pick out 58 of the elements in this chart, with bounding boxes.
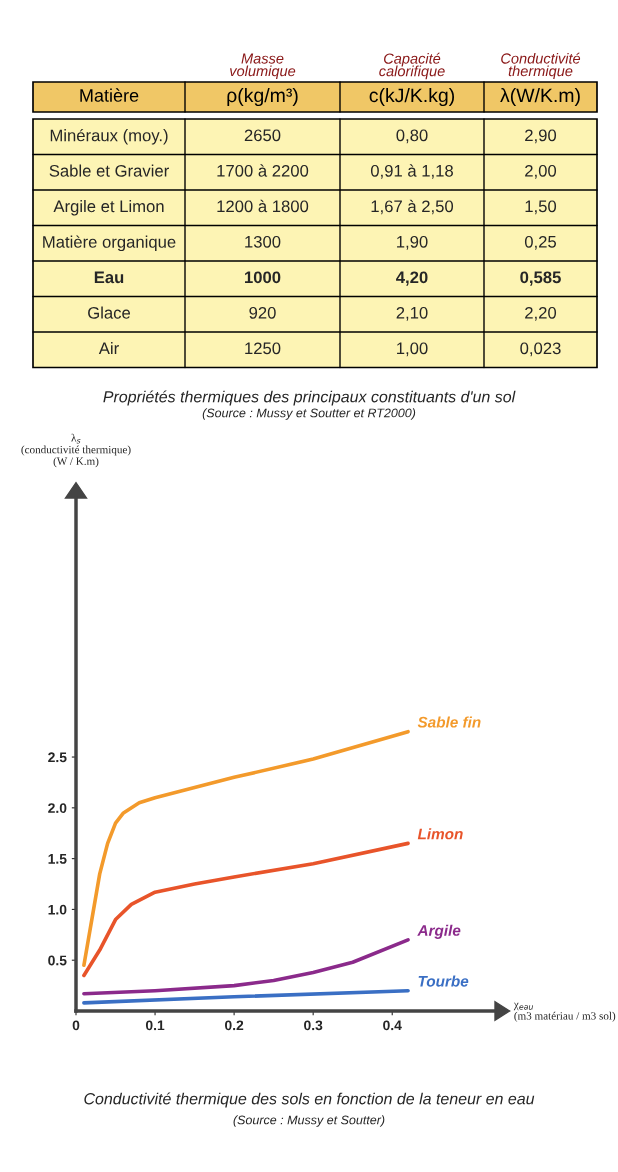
text: 1,90 (397, 235, 428, 250)
text: 1,67 à 2,50 (371, 199, 454, 215)
text: 2,00 (525, 164, 557, 179)
text: 1,50 (525, 200, 557, 215)
y-tick-label: 2.5 (48, 752, 67, 763)
text: 0,91 à 1,18 (370, 164, 453, 179)
text: (Source : Mussy et Soutter et RT2000) (202, 408, 416, 420)
y-tick-label: 2.0 (48, 803, 67, 813)
y-tick-label: 1.0 (48, 904, 67, 915)
text: Masse volumique (230, 53, 296, 80)
text: 1250 (245, 342, 281, 355)
text: 1,00 (397, 342, 428, 357)
text: Matière (80, 88, 139, 102)
text: 0,585 (520, 271, 561, 286)
text: 920 (249, 306, 276, 319)
x-tick-label: 0.3 (304, 1020, 323, 1031)
text: Air (98, 341, 119, 355)
text: 1000 (245, 271, 281, 284)
x-tick-label: 0 (72, 1020, 80, 1031)
text: λ(W/K.m) (500, 87, 580, 107)
x-tick-label: 0.4 (383, 1020, 402, 1031)
text: Matière organique (43, 235, 176, 252)
text: Conductivité thermique des sols en fonction de la teneur en eau (84, 1092, 535, 1108)
series-label: Sable fin (417, 716, 481, 728)
x-tick-label: 0.1 (145, 1020, 165, 1031)
y-tick-label: 1.5 (48, 854, 67, 864)
text: 2,20 (525, 306, 557, 321)
line-series (82, 938, 410, 996)
text: 1200 à 1800 (217, 199, 309, 213)
text: 4,20 (396, 271, 428, 286)
series-label: Argile (417, 924, 461, 939)
text: Capacité calorifique (379, 52, 445, 80)
text: 2,90 (525, 129, 557, 144)
text: Propriétés thermiques des principaux constituants d'un sol (103, 390, 516, 406)
y-axis-title: λ$_{s}$ (conductivité thermique) (W / K.m) (21, 433, 131, 468)
text: 0,023 (520, 342, 561, 357)
line-series (82, 729, 410, 968)
series-label: Limon (417, 828, 463, 840)
x-tick-label: 0.2 (225, 1020, 244, 1031)
text: 0,25 (524, 235, 557, 250)
text: (Source : Mussy et Soutter) (233, 1115, 385, 1127)
text: 2,10 (396, 306, 428, 321)
text: 2650 (244, 129, 281, 142)
text: c(kJ/K.kg) (369, 87, 455, 107)
text: 0,80 (396, 129, 428, 144)
line-series (82, 841, 410, 978)
text: 1700 à 2200 (217, 164, 309, 177)
x-axis-title: χ$_{eau}$ (m3 matériau / m3 sol) (513, 1002, 616, 1022)
text: 1300 (245, 235, 281, 248)
text: Eau (94, 271, 124, 284)
series-label: Tourbe (418, 975, 469, 987)
text: Argile et Limon (53, 199, 164, 216)
text: Sable et Gravier (49, 164, 169, 177)
text: Minéraux (moy.) (50, 128, 168, 145)
text: Conductivité thermique (501, 52, 581, 80)
text: Glace (88, 306, 131, 319)
y-tick-label: 0.5 (48, 955, 67, 966)
text: ρ(kg/m³) (227, 87, 298, 107)
